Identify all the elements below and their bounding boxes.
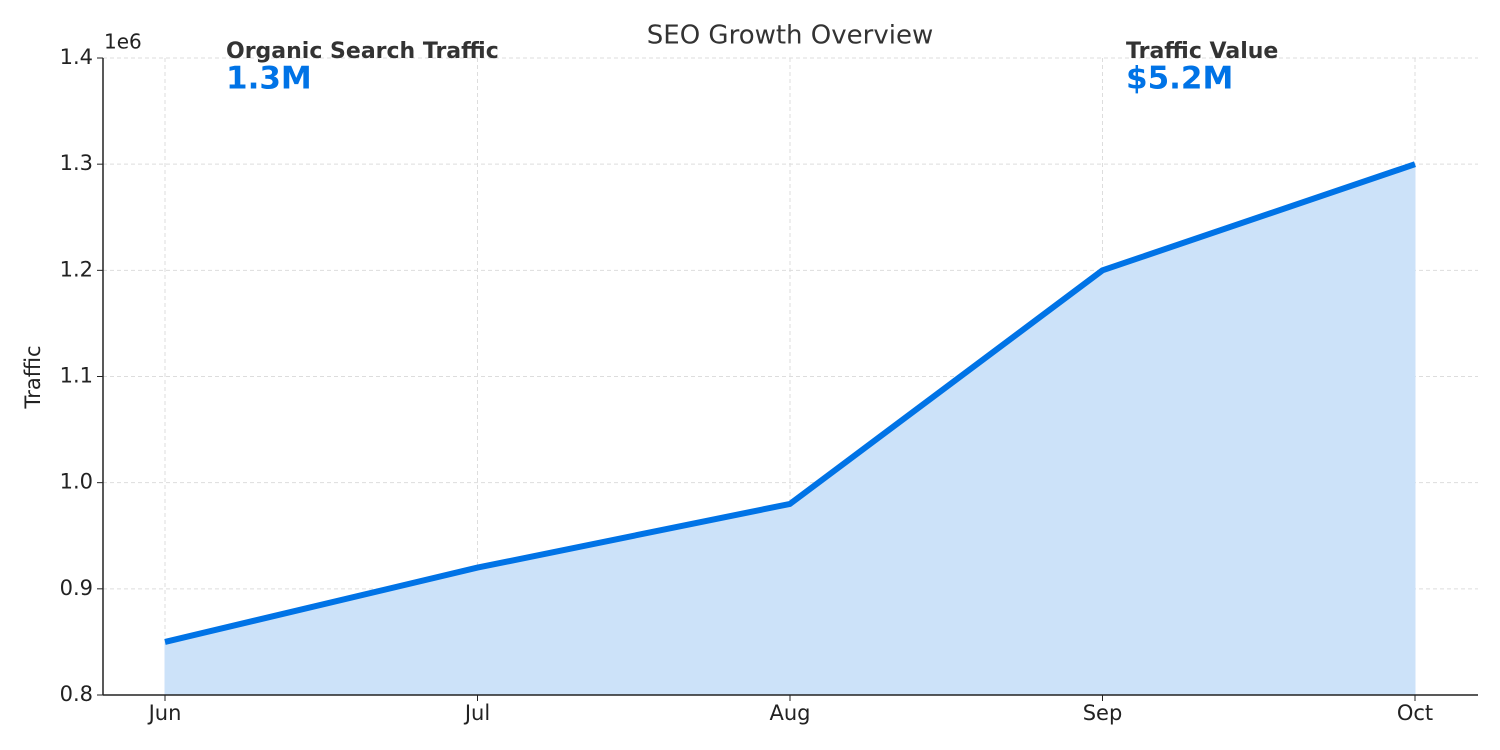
y-tick-label: 1.2: [60, 257, 93, 281]
annotation-label: Traffic Value: [1126, 39, 1278, 64]
y-axis-label: Traffic: [21, 345, 45, 409]
y-tick-label: 0.8: [60, 682, 93, 706]
x-tick-label: Sep: [1083, 701, 1123, 725]
x-tick-label: Jul: [463, 701, 490, 725]
y-tick-label: 1.4: [60, 45, 93, 69]
line: [164, 161, 1416, 645]
annotation-value: $5.2M: [1126, 61, 1233, 97]
x-tick-label: Aug: [769, 701, 810, 725]
chart-title: SEO Growth Overview: [647, 21, 933, 51]
y-tick-label: 1.0: [60, 470, 93, 494]
annotation-value: 1.3M: [226, 61, 312, 97]
x-tick-label: Jun: [147, 701, 182, 725]
y-offset-label: 1e6: [104, 30, 142, 54]
y-tick-label: 0.9: [60, 576, 93, 600]
x-tick-label: Oct: [1397, 701, 1433, 725]
annotation-label: Organic Search Traffic: [226, 39, 499, 64]
y-tick-label: 1.1: [60, 364, 93, 388]
y-tick-label: 1.3: [60, 151, 93, 175]
